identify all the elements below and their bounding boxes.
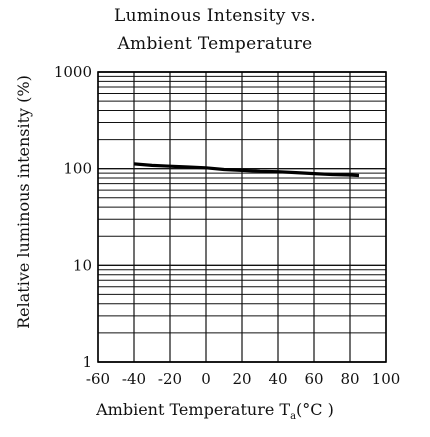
data-series-line bbox=[133, 162, 360, 178]
plot-frame bbox=[97, 71, 387, 363]
x-axis-label-subscript: a bbox=[290, 411, 297, 423]
x-tick-label: -40 bbox=[122, 370, 146, 388]
y-tick-label: 10 bbox=[73, 256, 92, 274]
x-axis-label-unit: (°C ) bbox=[296, 400, 334, 419]
x-tick-label: 60 bbox=[304, 370, 323, 388]
x-tick-label: 40 bbox=[268, 370, 287, 388]
x-axis-label: Ambient Temperature Ta(°C ) bbox=[0, 400, 430, 422]
y-tick-label: 100 bbox=[63, 160, 92, 178]
x-axis-label-main: Ambient Temperature T bbox=[96, 400, 291, 419]
chart-title-line-1: Luminous Intensity vs. bbox=[114, 6, 316, 26]
y-tick-label: 1000 bbox=[54, 63, 92, 81]
x-tick-label: 100 bbox=[372, 370, 401, 388]
chart-title-line-2: Ambient Temperature bbox=[117, 34, 313, 54]
x-tick-label: -60 bbox=[86, 370, 110, 388]
x-tick-label: -20 bbox=[158, 370, 182, 388]
x-tick-label: 80 bbox=[340, 370, 359, 388]
x-tick-label: 0 bbox=[201, 370, 211, 388]
x-tick-label: 20 bbox=[232, 370, 251, 388]
y-axis-label: Relative luminous intensity (%) bbox=[14, 75, 33, 329]
y-tick-label: 1 bbox=[82, 353, 92, 371]
